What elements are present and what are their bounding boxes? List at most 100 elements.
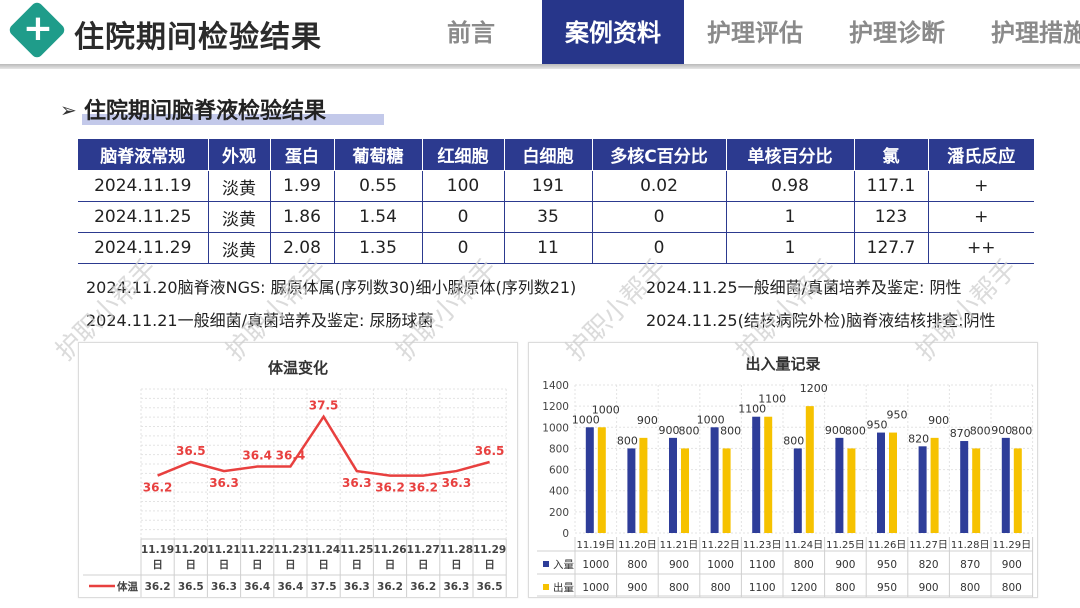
data-label: 950 [887,409,908,422]
bar-output [1013,448,1022,533]
table-cell: 1.86 [269,201,335,233]
csf-lab-table: 脑脊液常规 外观 蛋白 葡萄糖 红细胞 白细胞 多核C百分比 单核百分比氯潘氏反应 2024.… [78,138,1034,264]
table-value: 36.3 [344,581,370,593]
data-label: 36.5 [176,444,206,458]
note-tb-screen: 2024.11.25(结核病院外检)脑脊液结核排查:阴性 [646,311,996,330]
table-value: 1100 [749,582,776,594]
intake-output-chart: 出入量记录02004006008001000120014001000100010… [537,355,1034,597]
tab-nursing-measures[interactable]: 护理措施 [991,19,1080,47]
intake-output-chart-card: 出入量记录 0 200 400 600 800 1000 1200 1400 1000 1000 10… [528,342,1038,598]
table-cell: 35 [503,201,593,233]
bar-output [722,448,731,533]
table-value: 900 [919,582,939,594]
tab-preface[interactable]: 前言 [447,19,495,47]
table-cell: 1.99 [269,170,335,202]
table-row: 2024.11.29 淡黄 2.08 1.35 0 11 0 1 127.7 ++ [78,232,1034,264]
y-tick-label: 800 [549,443,569,455]
table-header-row: 脑脊液常规 外观 蛋白 葡萄糖 红细胞 白细胞 多核C百分比 单核百分比氯潘氏反应 [78,138,1034,171]
table-header-cell: 脑脊液常规 [78,138,209,171]
tab-nursing-diagnosis[interactable]: 护理诊断 [849,19,945,47]
data-label: 36.2 [143,481,173,495]
bar-output [764,416,773,533]
table-cell: 2.08 [269,232,335,264]
data-label: 800 [783,434,804,447]
bar-intake [627,448,636,533]
table-value: 800 [835,582,855,594]
table-cell: 11 [503,232,593,264]
table-value: 1100 [749,559,776,571]
table-value: 800 [711,582,731,594]
bar-output [681,448,689,533]
section-title: 住院期间脑脊液检验结果 [84,99,327,124]
bar-intake [877,432,885,533]
table-cell: 2024.11.19 [78,170,209,202]
data-label: 36.3 [209,476,239,490]
table-value: 900 [627,582,647,594]
table-value: 1000 [707,559,734,571]
table-header-cell: 白细胞 [503,138,593,171]
bar-output [847,448,856,533]
category-label: 11.28日 [951,540,990,551]
y-tick-label: 1200 [542,401,569,413]
table-cell: 117.1 [853,170,929,202]
tab-case-data[interactable]: 案例资料 [542,0,684,66]
table-cell: 0.55 [333,170,423,202]
category-label: 11.23日 [743,540,782,551]
nav-tabs: 前言 案例资料 护理评估 护理诊断 护理措施 [400,0,1080,66]
bar-intake [918,446,927,533]
table-value: 36.5 [178,581,204,593]
table-cell: 1.35 [333,232,423,264]
table-value: 36.2 [410,581,436,593]
table-value: 800 [960,582,980,594]
table-header-cell: 红细胞 [421,138,505,171]
table-value: 800 [627,559,647,571]
arrow-bullet-icon: ➢ [60,98,77,122]
bar-output [889,432,897,533]
y-tick-label: 1400 [542,380,569,392]
bar-intake [585,427,594,533]
plus-icon: + [22,8,54,49]
table-cell: 淡黄 [207,201,271,233]
data-label: 800 [1011,424,1032,437]
table-header-cell: 多核C百分比 [591,138,727,171]
table-value: 800 [1002,582,1022,594]
table-value: 36.3 [211,581,237,593]
y-tick-label: 600 [549,465,569,477]
table-value: 800 [669,582,689,594]
table-value: 900 [669,559,689,571]
legend-swatch [543,584,549,590]
chart-title: 体温变化 [268,359,328,377]
data-label: 1100 [738,403,766,416]
bar-intake [710,427,719,533]
table-header-cell: 单核百分比 [725,138,855,171]
table-value: 1000 [582,582,609,594]
table-header-cell: 潘氏反应 [927,138,1034,171]
header-bar: + 住院期间检验结果 前言 案例资料 护理评估 护理诊断 护理措施 [0,0,1080,66]
table-value: 950 [877,582,897,594]
temperature-chart-card: 体温变化 36.2 11.19 日 36.2 36.5 11.20 日 36.5 36.3 11.2… [78,342,518,598]
data-label: 36.3 [442,476,472,490]
category-label: 11.19日 [576,540,615,551]
table-cell: 1.54 [333,201,423,233]
legend-label: 出量 [553,581,574,594]
tab-nursing-assessment[interactable]: 护理评估 [707,19,803,47]
data-label: 36.2 [408,481,438,495]
note-culture-1121: 2024.11.21一般细菌/真菌培养及鉴定: 尿肠球菌 [86,311,434,330]
table-value: 820 [919,559,939,571]
bar-output [597,427,606,533]
table-value: 36.2 [377,581,403,593]
data-label: 800 [720,424,741,437]
data-label: 800 [679,424,700,437]
temperature-line [157,414,490,477]
table-value: 800 [794,559,814,571]
table-cell: 2024.11.25 [78,201,209,233]
category-label: 11.20日 [618,540,657,551]
section-title-highlight [82,114,384,125]
table-value: 1200 [790,582,817,594]
table-cell: 1 [725,232,855,264]
table-value: 36.4 [277,581,303,593]
